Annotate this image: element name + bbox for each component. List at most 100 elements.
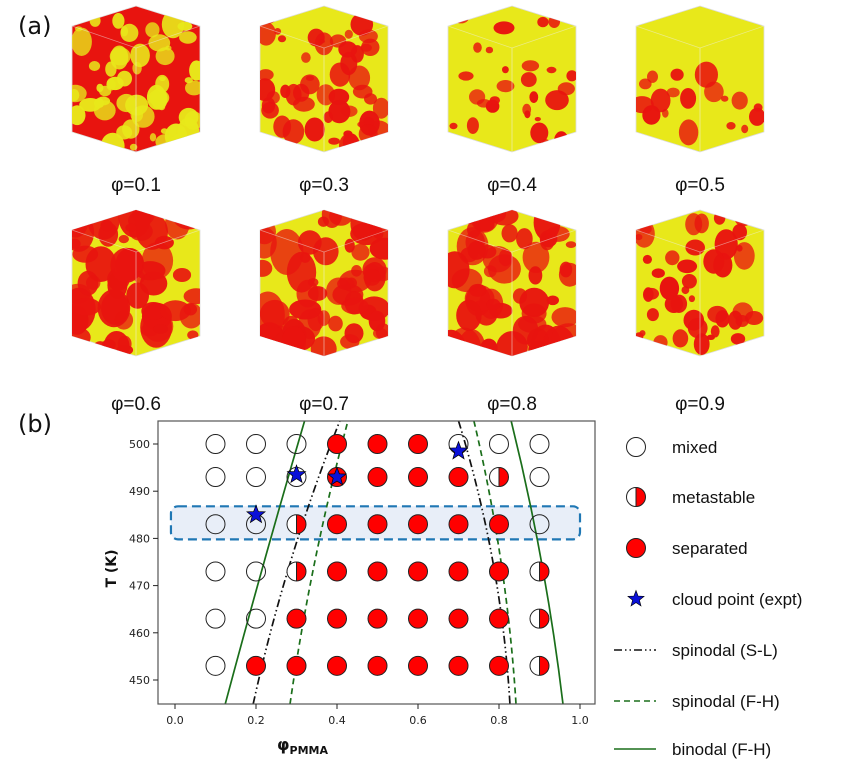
y-tick-label: 470 [129, 580, 150, 593]
state-marker-separated [489, 655, 509, 676]
legend-half-circle-icon [626, 487, 646, 507]
state-marker-separated [448, 655, 469, 676]
snapshot-cube [71, 5, 201, 153]
snapshot-cube [635, 5, 765, 153]
legend-item-binodal-fh: binodal (F-H) [614, 740, 771, 759]
state-marker-separated [489, 608, 509, 629]
state-marker-separated [367, 655, 388, 676]
axes-frame [157, 420, 596, 705]
snapshot-caption: φ=0.5 [675, 175, 725, 196]
snapshot-caption: φ=0.6 [111, 394, 161, 415]
legend-item-metastable: metastable [626, 487, 755, 507]
panel-a-label: (a) [18, 12, 52, 40]
legend-item-mixed: mixed [626, 437, 717, 457]
state-marker-mixed [529, 434, 550, 454]
panel-b-label: (b) [18, 410, 52, 438]
state-marker-metastable [489, 467, 509, 488]
x-tick-label: 0.6 [409, 714, 427, 727]
binodal-f-h-curve-left [224, 421, 306, 704]
y-tick-label: 480 [129, 532, 150, 545]
legend-label: spinodal (F-H) [672, 692, 780, 711]
y-tick-label: 450 [129, 674, 150, 687]
state-marker-separated [408, 434, 428, 454]
state-marker-separated [408, 561, 428, 582]
x-tick-label: 0.2 [247, 714, 265, 727]
legend-open-circle-icon [626, 437, 646, 457]
y-tick-label: 490 [129, 485, 150, 498]
state-marker-separated [367, 514, 388, 535]
state-marker-separated [286, 608, 307, 629]
state-marker-mixed [246, 467, 266, 488]
state-marker-mixed [205, 608, 226, 629]
state-marker-separated [367, 467, 388, 488]
legend-label: mixed [672, 438, 717, 457]
y-tick-label: 500 [129, 438, 150, 451]
legend-filled-circle-icon [626, 538, 646, 558]
state-marker-separated [408, 655, 428, 676]
x-tick-label: 0.4 [328, 714, 346, 727]
state-marker-metastable [529, 608, 550, 629]
state-marker-mixed [529, 514, 550, 535]
state-marker-mixed [529, 467, 550, 488]
state-marker-separated [246, 655, 266, 676]
legend: mixed metastable separated cloud point (exp… [614, 437, 802, 759]
state-marker-separated [367, 608, 388, 629]
snapshot-cube [71, 209, 201, 357]
state-marker-mixed [205, 434, 226, 454]
cloud-point-star [246, 504, 266, 524]
cloud-point-star [448, 440, 469, 460]
snapshot-caption: φ=0.3 [299, 175, 349, 196]
snapshot-cube [635, 209, 765, 357]
state-marker-separated [489, 561, 509, 582]
snapshot-caption: φ=0.9 [675, 394, 725, 415]
spinodal-f-h-curve-left [289, 421, 349, 704]
x-tick-label: 0.8 [490, 714, 508, 727]
legend-label: separated [672, 539, 748, 558]
state-marker-mixed [246, 434, 266, 454]
legend-label: spinodal (S-L) [672, 641, 778, 660]
state-marker-separated [327, 608, 347, 629]
legend-item-separated: separated [626, 538, 748, 558]
state-marker-separated [286, 655, 307, 676]
state-marker-separated [327, 561, 347, 582]
snapshot-cube [259, 5, 389, 153]
y-axis-title: T (K) [104, 549, 120, 587]
plot-area [169, 421, 582, 704]
state-marker-separated [489, 514, 509, 535]
state-marker-mixed [205, 561, 226, 582]
state-marker-separated [448, 561, 469, 582]
x-tick-label: 0.0 [166, 714, 184, 727]
snapshot-caption: φ=0.1 [111, 175, 161, 196]
y-tick-label: 460 [129, 627, 150, 640]
state-marker-separated [408, 608, 428, 629]
state-marker-metastable [529, 561, 550, 582]
legend-item-spinodal-fh: spinodal (F-H) [614, 692, 780, 711]
state-marker-mixed [205, 467, 226, 488]
legend-label: metastable [672, 488, 755, 507]
state-marker-separated [448, 467, 469, 488]
state-marker-separated [408, 514, 428, 535]
state-marker-mixed [246, 561, 266, 582]
state-marker-mixed [489, 434, 509, 454]
cloud-point-star [327, 466, 347, 486]
x-axis-title: φPMMA [277, 735, 328, 757]
state-marker-mixed [205, 655, 226, 676]
legend-label: cloud point (expt) [672, 590, 802, 609]
state-marker-separated [327, 514, 347, 535]
state-marker-separated [448, 608, 469, 629]
state-marker-separated [408, 467, 428, 488]
state-marker-metastable [286, 514, 307, 535]
state-marker-separated [327, 655, 347, 676]
state-marker-mixed [286, 434, 307, 454]
state-marker-mixed [246, 608, 266, 629]
snapshot-cube [259, 209, 389, 357]
state-marker-mixed [205, 514, 226, 535]
legend-label: binodal (F-H) [672, 740, 771, 759]
state-marker-separated [367, 561, 388, 582]
legend-item-spinodal-sl: spinodal (S-L) [614, 641, 778, 660]
snapshot-cube [447, 5, 577, 153]
snapshot-caption: φ=0.7 [299, 394, 349, 415]
state-marker-separated [327, 434, 347, 454]
state-marker-separated [367, 434, 388, 454]
